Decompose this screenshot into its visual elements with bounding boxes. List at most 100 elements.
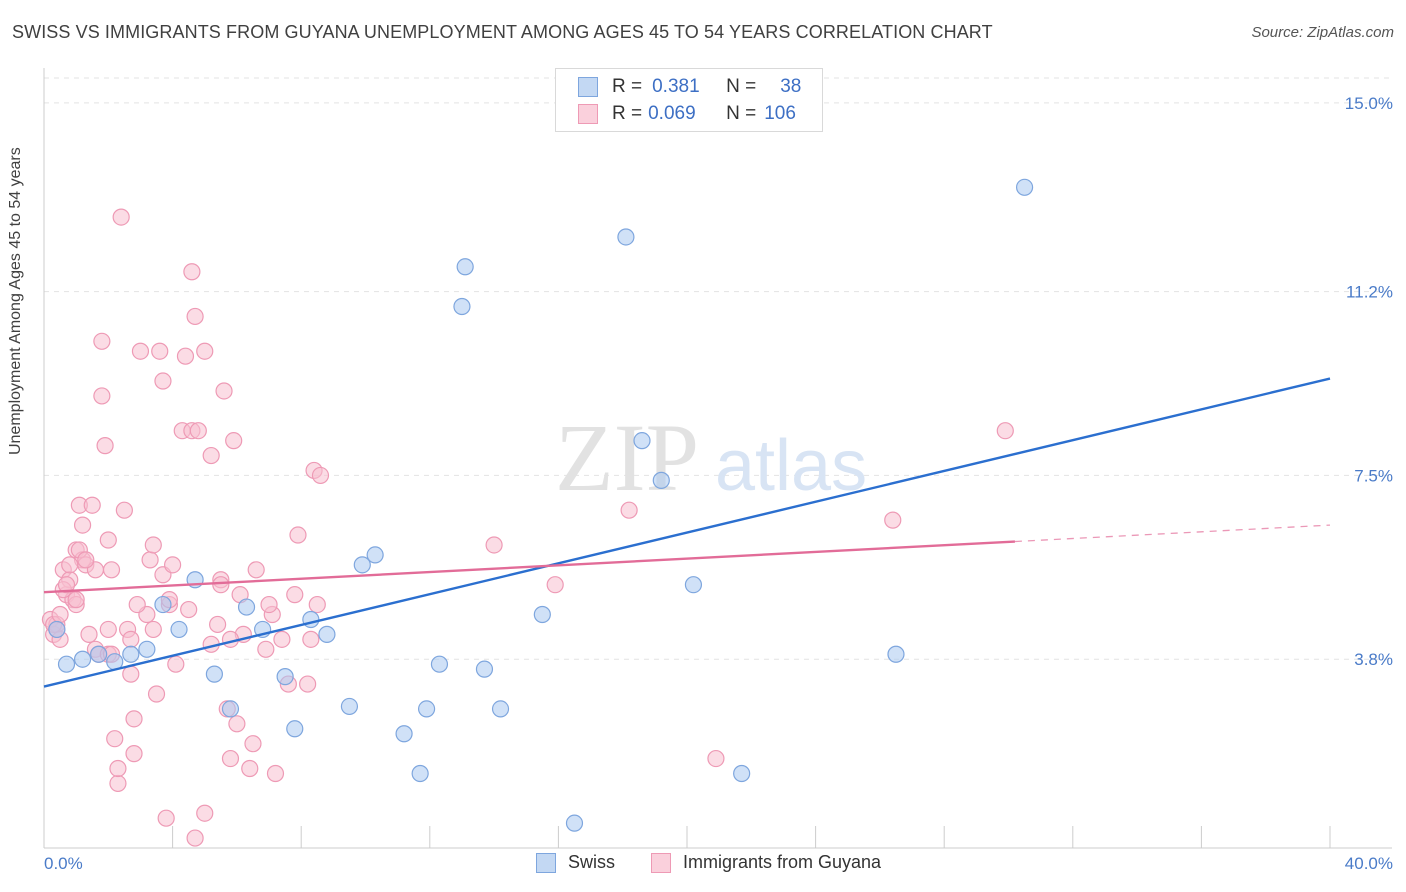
swiss-point: [353, 556, 371, 574]
guyana-legend-swatch: [651, 852, 671, 873]
guyana-point: [186, 829, 204, 847]
swiss-point: [237, 598, 256, 616]
swiss-point: [286, 720, 304, 738]
guyana-point: [67, 591, 85, 609]
guyana-point: [180, 600, 198, 619]
guyana-point: [122, 630, 140, 648]
n-value: 106: [764, 103, 796, 124]
swiss-point: [57, 655, 76, 673]
stats-row-swiss: R = 0.381 N = 38: [578, 76, 801, 98]
y-tick-label: 7.5%: [1354, 466, 1393, 485]
y-tick-label: 15.0%: [1345, 94, 1393, 113]
legend-item-guyana: Immigrants from Guyana: [651, 852, 881, 873]
legend-item-swiss: Swiss: [536, 852, 615, 873]
swiss-point: [1015, 178, 1034, 196]
guyana-point: [125, 710, 143, 728]
watermark: ZIP atlas: [555, 404, 867, 511]
guyana-point: [109, 759, 127, 778]
x-tick-label-min: 0.0%: [44, 854, 83, 873]
swiss-point: [340, 697, 359, 716]
guyana-point: [273, 630, 291, 648]
guyana-point: [73, 516, 92, 534]
swiss-point: [138, 640, 156, 658]
swiss-point: [417, 700, 436, 718]
guyana-point: [147, 685, 166, 703]
guyana-point: [77, 551, 95, 569]
guyana-point: [93, 332, 111, 350]
guyana-point: [83, 496, 101, 514]
guyana-point: [260, 595, 278, 614]
swiss-point: [205, 665, 223, 683]
swiss-point: [491, 700, 510, 718]
guyana-point: [93, 387, 111, 405]
r-value: 0.069: [648, 103, 696, 124]
guyana-point: [286, 586, 304, 604]
guyana-point: [80, 625, 98, 643]
swiss-swatch: [578, 77, 598, 97]
source-label: Source: ZipAtlas.com: [1251, 24, 1394, 41]
guyana-point: [244, 735, 262, 753]
axes: [43, 68, 1392, 849]
guyana-point: [225, 432, 243, 450]
r-label: R =: [612, 76, 643, 97]
swiss-points: [48, 178, 1034, 832]
guyana-point: [154, 372, 172, 390]
swiss-point: [533, 605, 551, 624]
r-value: 0.381: [652, 76, 700, 97]
guyana-point: [51, 605, 69, 624]
guyana-point: [221, 749, 240, 768]
guyana-point: [151, 342, 169, 360]
swiss-legend-swatch: [536, 852, 556, 873]
guyana-point: [112, 208, 130, 226]
guyana-point: [99, 531, 117, 549]
x-tick-label-max: 40.0%: [1345, 854, 1393, 873]
swiss-point: [456, 258, 474, 276]
guyana-point: [241, 759, 259, 778]
swiss-point: [73, 650, 92, 668]
guyana-swatch: [578, 104, 598, 124]
n-value: 38: [780, 76, 802, 97]
swiss-point: [733, 764, 751, 783]
guyana-point: [102, 561, 121, 579]
guyana-point: [209, 615, 227, 634]
guyana-point: [131, 342, 150, 360]
trend-lines: [43, 377, 1331, 688]
n-label: N =: [726, 103, 757, 124]
guyana-point: [141, 551, 159, 569]
r-label: R =: [612, 103, 643, 124]
guyana-point: [61, 556, 79, 574]
guyana-point: [884, 511, 902, 529]
watermark-zip: ZIP: [555, 404, 699, 511]
swiss-point: [430, 655, 449, 673]
guyana-point: [212, 576, 230, 594]
swiss-point: [154, 595, 172, 614]
guyana-point: [128, 595, 146, 614]
swiss-point: [887, 645, 905, 663]
guyana-point: [247, 561, 265, 579]
guyana-point: [164, 556, 182, 574]
legend-label-guyana: Immigrants from Guyana: [683, 852, 882, 872]
swiss-point: [411, 764, 429, 783]
n-label: N =: [726, 76, 757, 97]
guyana-point: [106, 730, 124, 748]
swiss-trend-line: [43, 377, 1331, 688]
swiss-point: [395, 725, 413, 743]
guyana-point: [99, 620, 117, 639]
grid-lines: [44, 77, 1392, 660]
swiss-point: [565, 814, 584, 832]
guyana-point: [144, 536, 162, 554]
swiss-point: [170, 620, 188, 639]
guyana-point: [485, 536, 503, 554]
guyana-point: [186, 307, 204, 326]
guyana-point: [157, 809, 175, 827]
y-tick-label: 3.8%: [1354, 650, 1393, 669]
guyana-point: [228, 715, 246, 733]
guyana-point: [311, 466, 330, 485]
swiss-point: [276, 668, 294, 686]
swiss-point: [221, 700, 240, 718]
guyana-point: [96, 437, 114, 455]
stats-row-guyana: R = 0.069 N = 106: [578, 103, 796, 125]
tick-labels: 3.8% 7.5% 11.2% 15.0% 0.0% 40.0%: [44, 94, 1393, 873]
swiss-point: [366, 546, 384, 564]
